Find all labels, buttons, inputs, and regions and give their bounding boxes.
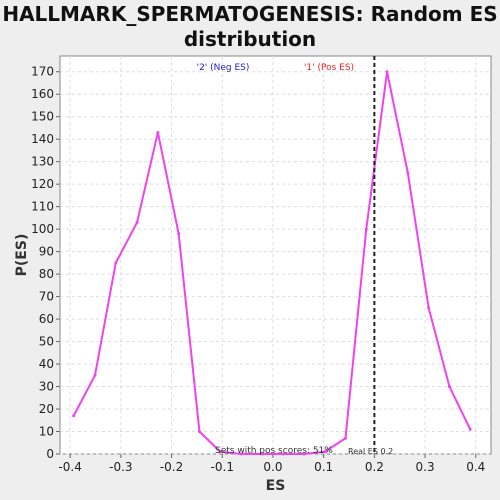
es-distribution-line: [72, 70, 472, 455]
data-point: [218, 450, 222, 454]
data-point: [281, 452, 285, 456]
y-tick-label: 150: [31, 110, 54, 124]
data-point: [427, 306, 431, 310]
y-tick-label: 90: [39, 245, 54, 259]
data-point: [177, 232, 181, 236]
y-tick-label: 0: [46, 447, 54, 461]
y-tick-label: 30: [39, 380, 54, 394]
y-tick-label: 20: [39, 402, 54, 416]
x-axis-label: ES: [266, 478, 286, 494]
data-point: [240, 452, 244, 456]
y-tick-label: 100: [31, 222, 54, 236]
x-tick-label: -0.2: [160, 460, 183, 474]
chart-title: HALLMARK_SPERMATOGENESIS: Random ES dist…: [2, 2, 498, 51]
data-point: [323, 450, 327, 454]
data-point: [156, 130, 160, 134]
data-point: [468, 427, 472, 431]
data-point: [260, 452, 264, 456]
real-es-text: Real ES 0.2: [348, 447, 393, 456]
data-point: [197, 430, 201, 434]
neg-es-label: '2' (Neg ES): [197, 63, 250, 73]
data-point: [93, 373, 97, 377]
y-tick-label: 140: [31, 132, 54, 146]
y-axis-label: P(ES): [14, 234, 30, 277]
sets-pos-scores-text: Sets with pos scores: 51%: [215, 446, 333, 456]
data-point: [385, 70, 389, 74]
data-point: [72, 414, 76, 418]
y-tick-label: 40: [39, 357, 54, 371]
y-tick-label: 170: [31, 65, 54, 79]
x-tick-label: -0.3: [109, 460, 132, 474]
y-tick-label: 130: [31, 155, 54, 169]
y-tick-label: 50: [39, 335, 54, 349]
pos-es-label: '1' (Pos ES): [304, 63, 354, 73]
data-point: [114, 261, 118, 265]
y-tick-label: 160: [31, 87, 54, 101]
data-point: [343, 436, 347, 440]
x-tick-label: -0.4: [58, 460, 81, 474]
data-point: [302, 452, 306, 456]
y-tick-label: 80: [39, 267, 54, 281]
y-tick-label: 70: [39, 290, 54, 304]
data-point: [364, 227, 368, 231]
y-tick-label: 110: [31, 200, 54, 214]
axes: 0 10 20 30 40 50 60 70 80 90 100 110 120 130 140 150 160…: [31, 65, 485, 474]
x-tick-label: 0.1: [314, 460, 333, 474]
x-tick-label: 0.0: [263, 460, 282, 474]
data-point: [406, 171, 410, 175]
y-tick-label: 120: [31, 177, 54, 191]
data-point: [447, 385, 451, 389]
x-tick-label: -0.1: [211, 460, 234, 474]
x-tick-label: 0.2: [365, 460, 384, 474]
plot-area: [59, 55, 492, 455]
y-tick-label: 10: [39, 425, 54, 439]
series-group: [72, 70, 472, 456]
x-tick-label: 0.3: [416, 460, 435, 474]
data-point: [135, 220, 139, 224]
y-tick-label: 60: [39, 312, 54, 326]
x-tick-label: 0.4: [466, 460, 485, 474]
